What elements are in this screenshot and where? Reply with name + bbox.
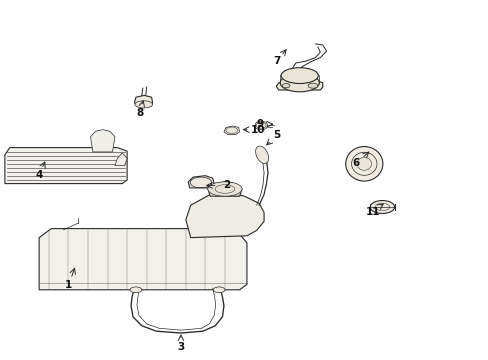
Ellipse shape [280,74,319,92]
Text: 1: 1 [65,280,72,290]
Polygon shape [254,121,267,130]
Text: 7: 7 [272,57,280,66]
Polygon shape [134,95,152,106]
Text: 6: 6 [352,158,359,168]
Polygon shape [185,193,264,238]
Text: 4: 4 [35,170,42,180]
Polygon shape [276,81,322,90]
Text: 5: 5 [272,130,280,140]
Polygon shape [5,148,127,184]
Ellipse shape [281,68,318,84]
Text: 9: 9 [256,119,263,129]
Ellipse shape [282,84,289,88]
Ellipse shape [255,146,268,163]
Ellipse shape [345,147,382,181]
Polygon shape [207,182,242,196]
Ellipse shape [207,182,242,196]
Ellipse shape [130,287,142,293]
Polygon shape [188,176,214,188]
Text: 2: 2 [223,180,229,190]
Text: 3: 3 [177,342,184,352]
Ellipse shape [213,287,224,293]
Polygon shape [90,130,115,152]
Ellipse shape [356,157,371,170]
Ellipse shape [369,201,394,213]
Ellipse shape [135,101,152,108]
Text: 10: 10 [250,125,265,135]
Text: 11: 11 [365,207,379,217]
Polygon shape [115,153,127,166]
Polygon shape [224,126,239,135]
Polygon shape [39,229,246,290]
Text: 8: 8 [136,108,143,118]
Ellipse shape [307,83,317,88]
